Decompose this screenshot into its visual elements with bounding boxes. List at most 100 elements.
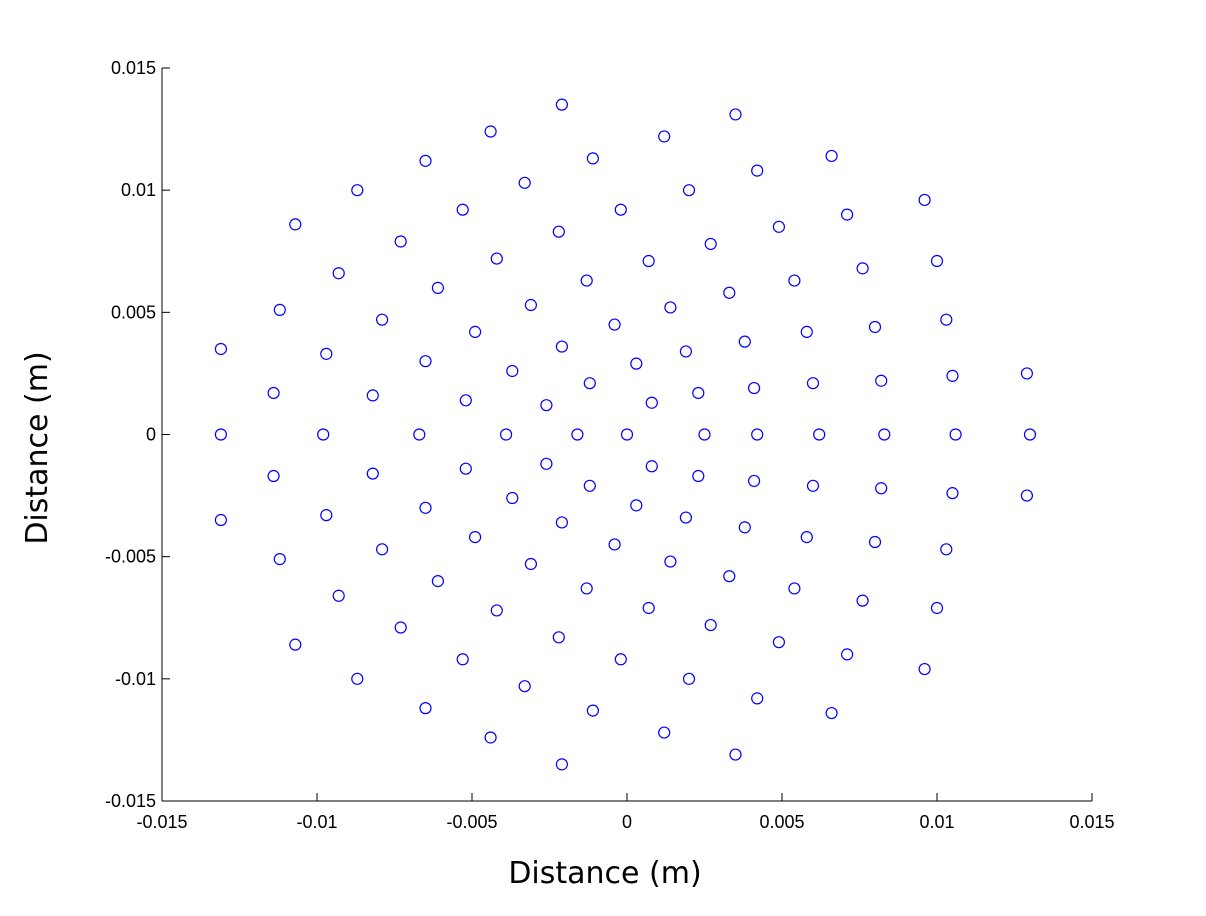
data-point <box>459 462 472 475</box>
y-tick-label: -0.005 <box>105 547 156 567</box>
data-point <box>747 381 761 395</box>
data-point <box>723 570 736 583</box>
data-point <box>484 731 497 744</box>
data-point <box>664 555 677 568</box>
x-tick-label: -0.015 <box>136 812 187 832</box>
data-point <box>658 726 671 739</box>
data-point <box>868 320 882 334</box>
data-point <box>419 154 432 167</box>
data-point <box>506 491 519 505</box>
data-point <box>738 335 751 348</box>
data-point <box>580 582 593 595</box>
data-point <box>1023 428 1037 441</box>
data-point <box>856 594 869 607</box>
data-point <box>394 235 407 248</box>
y-tick-label: 0 <box>146 425 156 445</box>
data-point <box>692 469 705 483</box>
data-point <box>875 482 888 495</box>
data-point <box>366 467 379 480</box>
data-point <box>506 364 519 378</box>
y-tick-label: -0.015 <box>105 791 156 811</box>
y-axis-title: Distance (m) <box>20 351 55 544</box>
data-point <box>800 325 813 338</box>
data-points <box>214 98 1037 771</box>
data-point <box>664 301 677 314</box>
ticks <box>161 67 1093 802</box>
data-point <box>317 428 330 441</box>
data-point <box>289 638 302 651</box>
data-point <box>642 601 655 615</box>
data-point <box>930 601 944 615</box>
data-point <box>586 152 600 165</box>
data-point <box>825 706 838 720</box>
data-point <box>273 303 286 316</box>
data-point <box>555 758 569 771</box>
data-point <box>704 237 717 251</box>
data-point <box>729 108 742 121</box>
x-tick-label: -0.01 <box>296 812 337 832</box>
data-point <box>469 325 482 338</box>
data-point <box>332 589 345 602</box>
data-point <box>692 386 705 400</box>
data-point <box>940 543 953 556</box>
data-point <box>682 184 696 197</box>
data-point <box>608 318 621 331</box>
data-point <box>366 389 379 402</box>
data-point <box>273 553 286 566</box>
data-point <box>484 125 497 138</box>
data-point <box>580 274 593 287</box>
data-point <box>806 479 820 492</box>
data-point <box>645 396 658 409</box>
data-point <box>524 298 538 312</box>
data-point <box>946 369 959 382</box>
data-point <box>751 692 764 705</box>
data-point <box>540 399 553 412</box>
x-tick-label: 0.015 <box>1069 812 1114 832</box>
data-point <box>413 428 426 441</box>
data-point <box>679 345 693 358</box>
data-point <box>729 748 742 761</box>
data-point <box>751 164 764 177</box>
data-point <box>518 176 531 189</box>
x-tick-label: 0 <box>622 812 632 832</box>
data-point <box>608 538 621 551</box>
data-point <box>490 604 503 617</box>
data-point <box>679 511 693 524</box>
data-point <box>751 428 764 441</box>
x-tick-label: -0.005 <box>446 812 497 832</box>
y-tick-label: 0.005 <box>111 302 156 322</box>
data-point <box>614 203 627 216</box>
data-point <box>813 428 826 441</box>
data-point <box>552 631 565 644</box>
data-point <box>918 193 931 207</box>
data-point <box>868 535 882 549</box>
data-point <box>555 98 569 111</box>
data-point <box>320 347 333 360</box>
data-point <box>840 648 854 661</box>
data-point <box>614 653 627 666</box>
data-point <box>583 377 596 390</box>
data-point <box>419 702 432 715</box>
data-point <box>500 428 513 441</box>
x-tick-label: 0.01 <box>919 812 954 832</box>
data-point <box>630 499 643 512</box>
data-point <box>459 394 472 407</box>
data-point <box>552 225 565 238</box>
data-point <box>1020 489 1034 502</box>
data-point <box>289 218 302 231</box>
data-point <box>825 149 838 163</box>
data-point <box>800 531 813 544</box>
data-point <box>586 704 600 717</box>
data-point <box>658 130 671 143</box>
data-point <box>540 457 553 470</box>
data-point <box>930 254 944 268</box>
data-point <box>456 653 469 666</box>
data-point <box>682 672 696 685</box>
data-point <box>524 557 538 571</box>
data-point <box>747 474 761 488</box>
data-point <box>642 254 655 268</box>
data-point <box>555 340 569 353</box>
data-point <box>918 662 931 676</box>
data-point <box>840 208 854 221</box>
